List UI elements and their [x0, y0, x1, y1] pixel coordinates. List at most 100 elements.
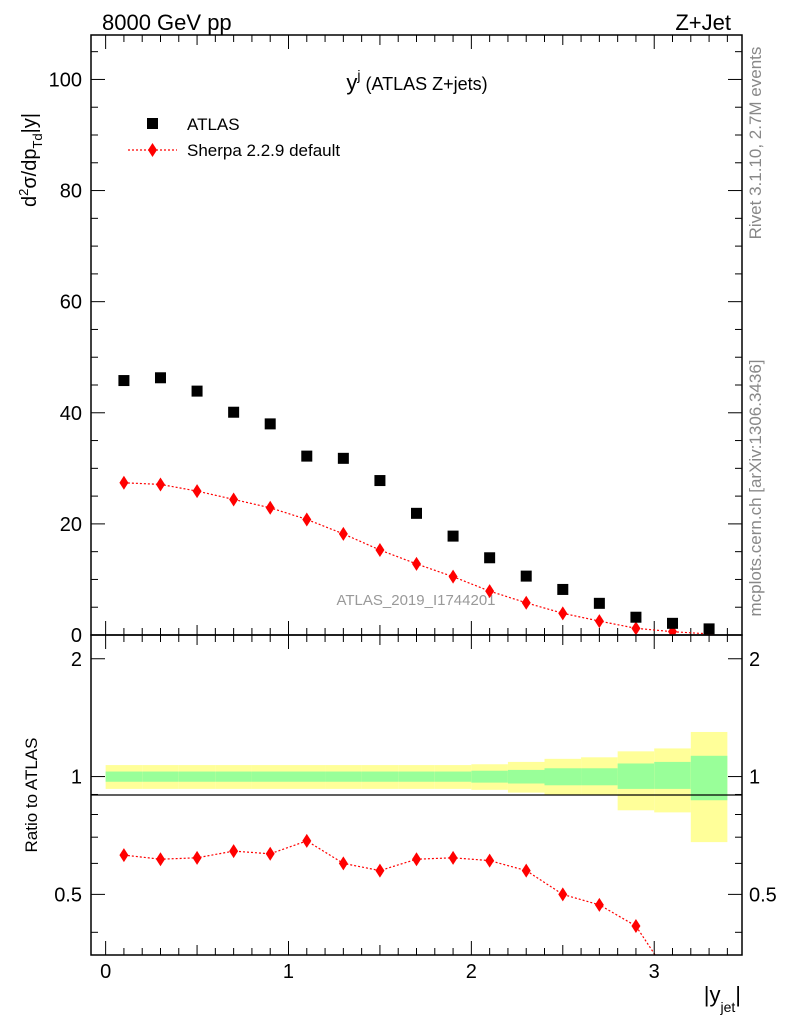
atlas-data-point: [484, 552, 496, 564]
legend-atlas-marker: [147, 118, 158, 129]
atlas-data-point: [667, 617, 679, 629]
ratio-series-layer: [119, 833, 677, 988]
ratio-band-inner: [654, 761, 691, 789]
sherpa-main-point: [192, 484, 202, 499]
atlas-data-point: [264, 418, 276, 430]
sherpa-main-point: [265, 500, 275, 515]
atlas-data-point: [630, 611, 642, 623]
sherpa-main-point: [338, 526, 348, 541]
atlas-data-point: [520, 570, 532, 582]
main-ytick-label: 20: [60, 514, 82, 536]
sherpa-ratio-point: [668, 974, 677, 988]
sherpa-main-point: [375, 543, 385, 557]
sherpa-main-point: [155, 477, 165, 492]
main-ytick-label: 60: [60, 292, 82, 314]
sherpa-main-point: [668, 624, 678, 635]
ratio-band-inner: [178, 771, 216, 782]
analysis-watermark: ATLAS_2019_I1744201: [336, 592, 495, 609]
legend-atlas-label: ATLAS: [187, 115, 240, 134]
sherpa-ratio-point: [594, 897, 604, 912]
sherpa-ratio-point: [448, 850, 458, 865]
main-y-tick-labels: 0 20 40 60 80 100: [49, 69, 82, 647]
ratio-ytick-label-left: 0.5: [54, 884, 82, 906]
main-axis-ticks: [91, 35, 742, 636]
ratio-band-inner: [471, 770, 508, 783]
legend-sherpa-label: Sherpa 2.2.9 default: [187, 141, 340, 160]
ratio-ytick-label-right: 1: [749, 767, 760, 789]
sherpa-ratio-point: [412, 852, 421, 867]
x-tick-labels: 0 1 2 3: [100, 961, 660, 983]
ratio-uncertainty-bands: [105, 731, 728, 843]
ratio-band-inner: [507, 769, 545, 784]
atlas-data-point: [118, 375, 130, 387]
main-y-axis-label: d2σ/dpTd|y|: [16, 113, 45, 207]
ratio-band-inner: [544, 768, 582, 786]
ratio-band-inner: [325, 771, 362, 782]
sherpa-ratio-point: [558, 887, 568, 902]
sherpa-ratio-point: [338, 856, 348, 871]
main-series-layer: [118, 372, 715, 635]
atlas-data-point: [703, 623, 715, 635]
ratio-panel: 0.5 0.5 1 1 2 2 0 1 2 3 Ratio to ATLAS |yjet|: [22, 634, 777, 1015]
ratio-y-tick-labels: 0.5 0.5 1 1 2 2: [54, 649, 777, 907]
plot-title-rest: (ATLAS Z+jets): [360, 74, 487, 94]
main-panel: 0 20 40 60 80 100 yj (ATLAS Z+jets) d2σ/dpTd|…: [16, 34, 743, 647]
legend: ATLAS Sherpa 2.2.9 default: [128, 115, 340, 160]
atlas-data-point: [557, 583, 569, 595]
ratio-band-inner: [142, 771, 179, 782]
main-ytick-label: 0: [71, 625, 82, 647]
sherpa-ratio-point: [155, 852, 165, 867]
atlas-data-point: [191, 385, 203, 397]
ratio-ytick-label-left: 2: [71, 649, 82, 671]
header-left: 8000 GeV pp: [102, 10, 232, 35]
atlas-data-point: [154, 372, 166, 384]
sherpa-main-point: [594, 614, 604, 629]
plot-title-sup: j: [356, 67, 360, 83]
atlas-data-point: [374, 475, 386, 487]
main-ytick-label: 100: [49, 69, 82, 91]
ratio-band-inner: [690, 755, 728, 801]
ratio-ytick-label-right: 0.5: [749, 884, 777, 906]
sherpa-ratio-line: [123, 840, 656, 955]
sherpa-main-point: [119, 475, 129, 490]
ratio-band-inner: [617, 763, 655, 789]
rivet-label: Rivet 3.1.10, 2.7M events: [746, 47, 765, 240]
ratio-ytick-label-right: 2: [749, 649, 760, 671]
main-ytick-label: 80: [60, 181, 82, 203]
ratio-band-inner: [105, 771, 143, 782]
sherpa-ratio-point: [521, 863, 531, 878]
ratio-band-inner: [215, 771, 252, 782]
atlas-data-point: [447, 530, 459, 542]
x-tick-label: 3: [649, 961, 660, 983]
sherpa-ratio-point: [631, 919, 641, 934]
atlas-data-point: [411, 507, 422, 519]
ratio-y-axis-label: Ratio to ATLAS: [22, 738, 41, 853]
ratio-band-inner: [288, 771, 326, 782]
mcplots-label: mcplots.cern.ch [arXiv:1306.3436]: [746, 359, 765, 616]
sherpa-ratio-point: [485, 853, 495, 868]
sherpa-ratio-point: [192, 850, 202, 865]
sherpa-main-point: [521, 595, 531, 610]
sherpa-main-point: [302, 512, 312, 527]
x-tick-label: 2: [466, 961, 477, 983]
sherpa-main-point: [485, 584, 495, 599]
plot-title-var: y: [346, 70, 357, 95]
atlas-data-point: [228, 406, 240, 418]
ratio-ytick-label-left: 1: [71, 767, 82, 789]
x-tick-label: 0: [100, 961, 111, 983]
atlas-data-point: [337, 452, 349, 464]
ratio-axis-ticks: [91, 635, 742, 955]
sherpa-ratio-point: [302, 833, 312, 848]
sherpa-ratio-point: [265, 846, 275, 861]
legend-sherpa-marker: [148, 143, 157, 157]
sherpa-main-point: [631, 621, 641, 635]
sherpa-main-point: [229, 492, 239, 507]
x-axis-label: |yjet|: [704, 982, 741, 1015]
sherpa-ratio-point: [375, 863, 385, 878]
sherpa-ratio-point: [119, 848, 129, 863]
x-tick-label: 1: [283, 961, 294, 983]
atlas-data-point: [301, 450, 313, 462]
ratio-band-inner: [251, 771, 289, 782]
header-right: Z+Jet: [675, 10, 731, 35]
main-ytick-label: 40: [60, 403, 82, 425]
